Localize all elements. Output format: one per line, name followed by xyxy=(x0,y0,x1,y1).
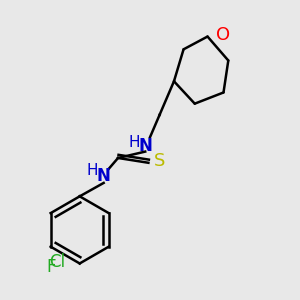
Text: Cl: Cl xyxy=(49,253,65,271)
Text: O: O xyxy=(215,26,230,44)
Text: S: S xyxy=(154,152,166,170)
Text: H: H xyxy=(87,163,98,178)
Text: H: H xyxy=(128,134,140,149)
Text: F: F xyxy=(46,258,56,276)
Text: N: N xyxy=(138,137,152,155)
Text: N: N xyxy=(97,167,111,184)
